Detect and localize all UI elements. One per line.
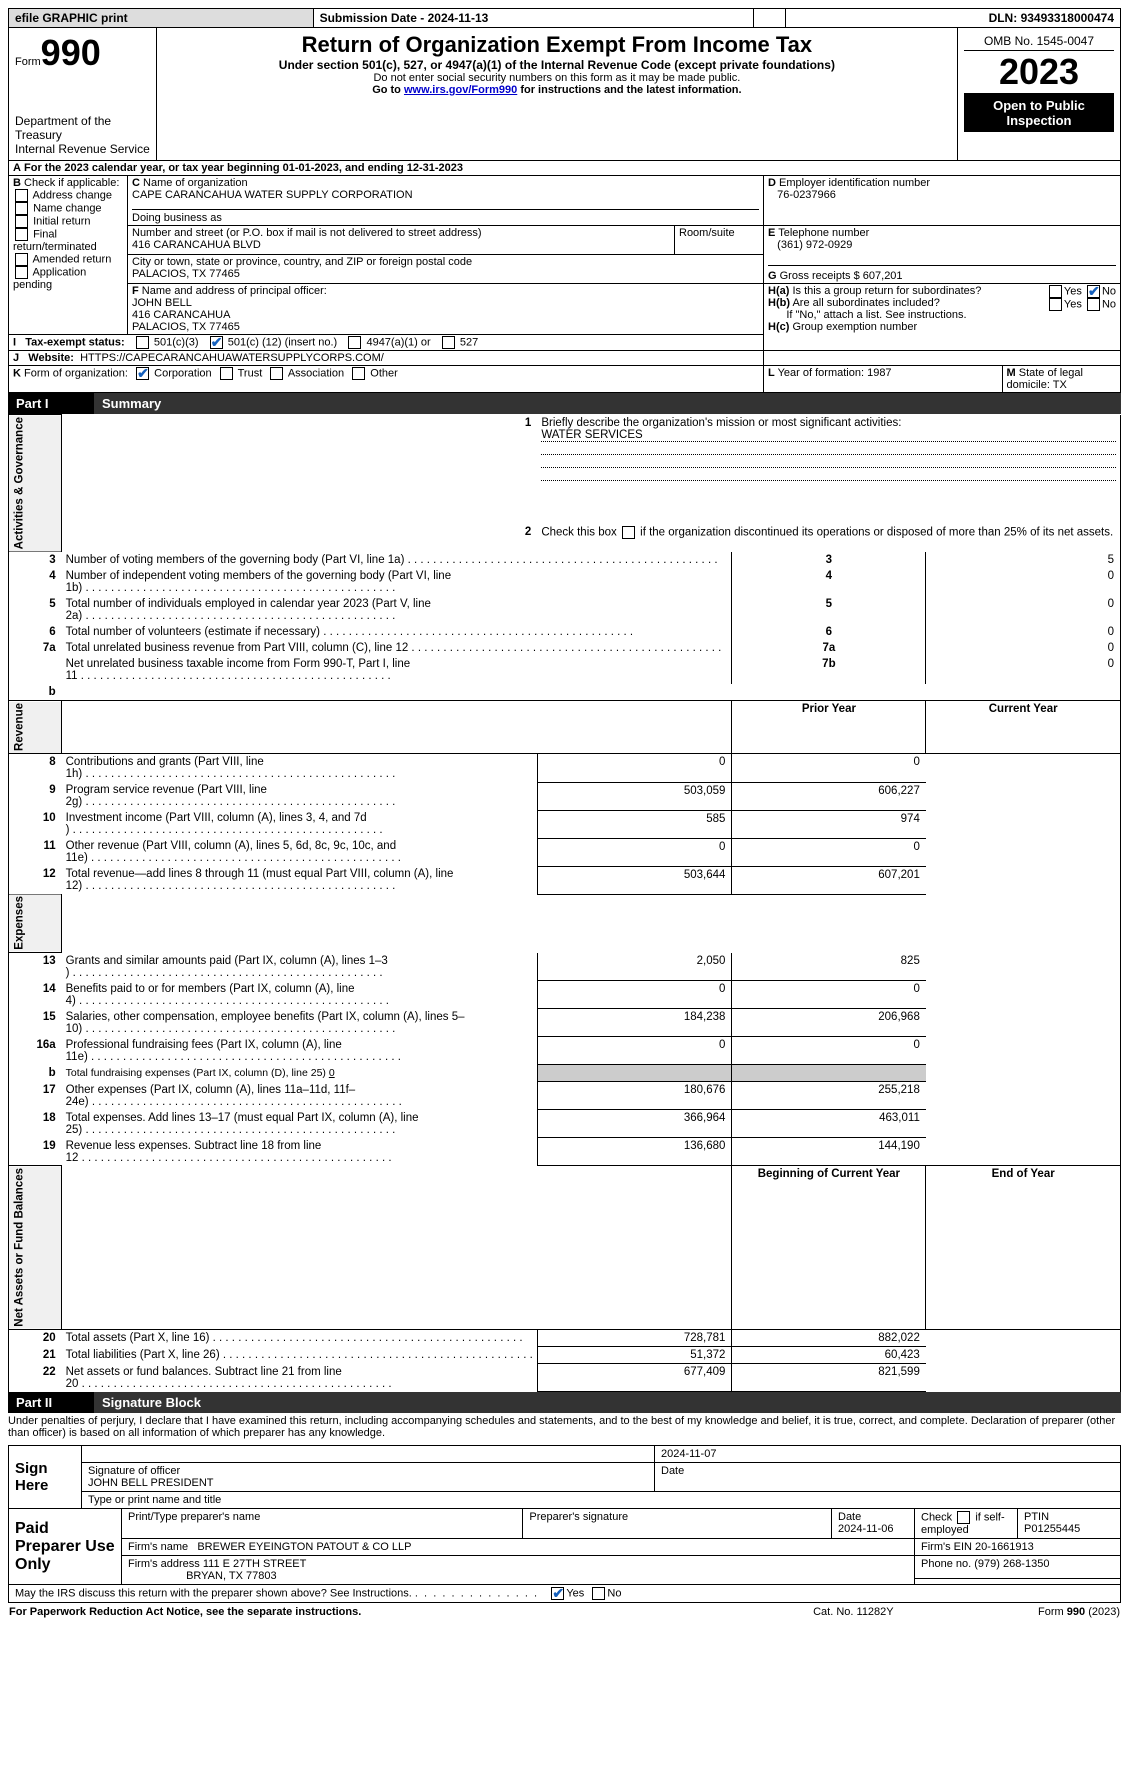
col-end: End of Year [926,1166,1121,1330]
summary-grid: Activities & Governance 1 Briefly descri… [8,414,1121,1392]
instructions-link[interactable]: www.irs.gov/Form990 [404,84,517,96]
section-c-name: C Name of organization CAPE CARANCAHUA W… [128,176,764,226]
ssn-warning: Do not enter social security numbers on … [163,72,951,84]
section-k: K Form of organization: Corporation Trus… [9,366,764,393]
perjury-text: Under penalties of perjury, I declare th… [8,1413,1121,1445]
section-f: F Name and address of principal officer:… [128,284,764,335]
dln: DLN: 93493318000474 [785,9,1120,28]
part-ii-bar: Part IISignature Block [8,1392,1121,1413]
firm-name: BREWER EYEINGTON PATOUT & CO LLP [197,1541,411,1553]
efile-label: efile GRAPHIC print [9,9,314,28]
dept-treasury: Department of the Treasury [15,114,150,142]
mission-text: WATER SERVICES [541,429,1116,442]
section-a: A For the 2023 calendar year, or tax yea… [8,161,1121,393]
room-suite: Room/suite [675,226,764,255]
officer-name: JOHN BELL PRESIDENT [88,1477,214,1489]
section-j: J Website: HTTPS://CAPECARANCAHUAWATERSU… [9,351,764,366]
sign-date: 2024-11-07 [655,1446,1121,1463]
col-beginning: Beginning of Current Year [732,1166,926,1330]
signature-block: Sign Here 2024-11-07 Signature of office… [8,1445,1121,1509]
form-subtitle: Under section 501(c), 527, or 4947(a)(1)… [163,58,951,72]
section-d: D Employer identification number 76-0237… [764,176,1121,226]
discuss-row: May the IRS discuss this return with the… [8,1585,1121,1603]
form-title: Return of Organization Exempt From Incom… [163,32,951,58]
omb-number: OMB No. 1545-0047 [964,32,1114,51]
top-bar: efile GRAPHIC print Submission Date - 20… [8,8,1121,28]
form-header: Form990 Department of the Treasury Inter… [8,28,1121,161]
section-c-city: City or town, state or province, country… [128,255,764,284]
instructions-link-line: Go to www.irs.gov/Form990 for instructio… [163,84,951,96]
section-i: I Tax-exempt status: 501(c)(3) 501(c) (1… [9,335,764,351]
col-prior: Prior Year [732,701,926,754]
section-c-addr: Number and street (or P.O. box if mail i… [128,226,675,255]
section-e-g: E Telephone number (361) 972-0929 G Gros… [764,226,1121,284]
part-i-bar: Part ISummary [8,393,1121,414]
vlabel-expenses: Expenses [9,894,62,953]
open-inspection: Open to Public Inspection [964,94,1114,132]
tax-year: 2023 [964,51,1114,94]
submission-date: Submission Date - 2024-11-13 [313,9,753,28]
paid-preparer: Paid Preparer Use Only Print/Type prepar… [8,1509,1121,1585]
form-number: 990 [41,32,101,73]
dept-irs: Internal Revenue Service [15,142,150,156]
paid-label: Paid Preparer Use Only [9,1509,122,1585]
sign-here: Sign Here [9,1446,82,1509]
h-yes-no: Yes No Yes No [1002,284,1121,351]
vlabel-netassets: Net Assets or Fund Balances [9,1166,62,1330]
vlabel-activities: Activities & Governance [9,415,62,552]
section-b: B Check if applicable: Address change Na… [9,176,128,335]
section-l: L Year of formation: 1987 [764,366,1003,393]
form-word: Form [15,56,41,68]
section-m: M State of legal domicile: TX [1002,366,1121,393]
footer: For Paperwork Reduction Act Notice, see … [8,1605,1121,1619]
section-h: H(a) Is this a group return for subordin… [764,284,1003,351]
vlabel-revenue: Revenue [9,701,62,754]
col-current: Current Year [926,701,1121,754]
